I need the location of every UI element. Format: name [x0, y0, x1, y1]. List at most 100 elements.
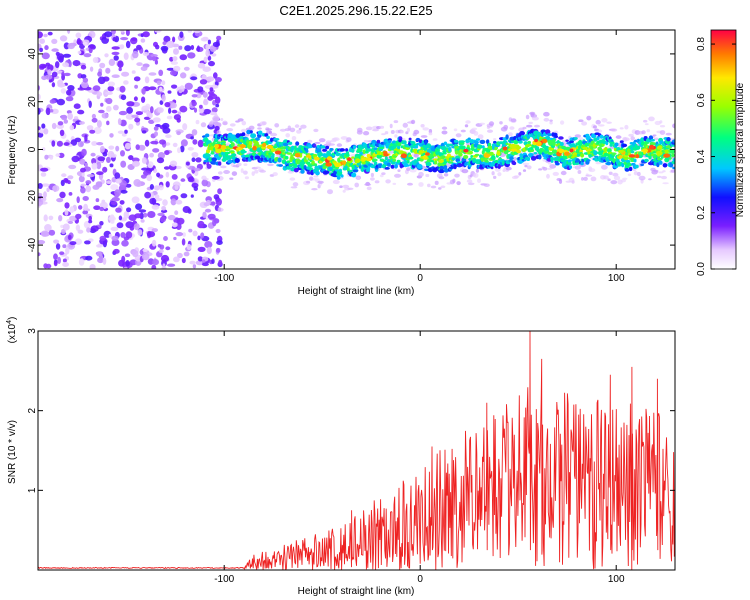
signal-halo	[615, 135, 622, 139]
noise-blob	[99, 206, 104, 212]
signal-blob	[459, 140, 466, 143]
signal-halo	[465, 120, 471, 124]
noise-blob	[193, 167, 201, 172]
signal-blob	[669, 149, 675, 154]
noise-blob	[142, 52, 150, 56]
signal-peak	[347, 157, 352, 161]
noise-blob	[89, 129, 96, 134]
noise-blob	[85, 255, 93, 261]
noise-blob	[205, 49, 210, 57]
signal-peak	[509, 143, 517, 149]
signal-halo	[364, 183, 372, 186]
noise-blob	[57, 256, 61, 264]
noise-blob	[82, 196, 89, 201]
signal-halo	[593, 125, 597, 129]
noise-blob	[77, 140, 84, 148]
noise-blob	[115, 207, 122, 213]
noise-blob	[141, 87, 146, 95]
spectrogram-panel: -100 0 100 -40 -20 0 20 40 Height of straight l…	[7, 29, 676, 297]
noise-blob	[215, 228, 221, 234]
signal-blob	[402, 140, 407, 145]
noise-blob	[72, 60, 81, 67]
noise-blob	[157, 244, 162, 248]
colorbar-tick-label: 0.8	[696, 37, 707, 51]
signal-blob	[490, 166, 494, 170]
noise-blob	[49, 109, 54, 113]
signal-halo	[405, 131, 409, 135]
signal-blob	[505, 142, 509, 146]
signal-halo	[332, 179, 340, 185]
noise-blob	[49, 99, 56, 104]
signal-halo	[418, 182, 424, 187]
noise-blob	[197, 220, 205, 229]
signal-blob	[371, 158, 378, 162]
colorbar-ticks: 0.0 0.2 0.4 0.6 0.8	[696, 37, 736, 276]
noise-blob	[80, 183, 87, 187]
noise-blob	[56, 70, 63, 75]
noise-blob	[187, 208, 192, 214]
signal-halo	[336, 143, 343, 147]
noise-blob	[41, 64, 47, 69]
noise-blob	[144, 139, 150, 147]
signal-halo	[460, 129, 466, 133]
signal-peak	[648, 144, 655, 150]
noise-blob	[57, 121, 64, 126]
noise-blob	[45, 62, 51, 67]
noise-blob	[55, 51, 60, 57]
noise-blob	[211, 53, 217, 57]
signal-peak	[628, 154, 636, 158]
noise-blob	[59, 35, 68, 42]
signal-halo	[547, 161, 552, 165]
signal-blob	[602, 140, 607, 145]
noise-blob	[98, 109, 105, 114]
signal-blob	[650, 138, 655, 142]
signal-blob	[643, 136, 648, 140]
noise-blob	[153, 126, 159, 131]
signal-halo	[422, 127, 430, 131]
noise-blob	[80, 74, 87, 79]
noise-blob	[136, 62, 143, 66]
signal-halo	[363, 139, 369, 143]
signal-blob	[322, 148, 328, 152]
signal-blob	[406, 159, 410, 164]
signal-halo	[528, 121, 533, 125]
y-tick-label: 20	[27, 96, 38, 108]
signal-halo	[601, 164, 608, 170]
noise-blob	[160, 254, 170, 263]
signal-halo	[222, 121, 228, 126]
signal-blob	[418, 139, 423, 144]
signal-halo	[226, 128, 234, 132]
signal-blob	[320, 145, 326, 149]
signal-peak	[262, 142, 267, 148]
noise-blob	[110, 201, 117, 206]
noise-blob	[110, 220, 115, 224]
noise-blob	[92, 57, 99, 63]
signal-blob	[603, 152, 609, 157]
signal-peak	[541, 138, 548, 144]
signal-halo	[365, 126, 373, 131]
noise-blob	[202, 211, 207, 219]
signal-halo	[243, 163, 248, 167]
signal-blob	[338, 168, 342, 173]
snr-line	[38, 331, 675, 570]
noise-blob	[152, 117, 161, 123]
signal-blob	[231, 153, 237, 157]
noise-blob	[157, 152, 165, 160]
noise-blob	[149, 184, 154, 190]
signal-halo	[560, 170, 567, 176]
noise-blob	[218, 259, 223, 266]
signal-halo	[318, 138, 326, 143]
signal-halo	[287, 170, 294, 174]
noise-blob	[200, 122, 207, 128]
noise-blob	[108, 58, 116, 66]
signal-blob	[527, 140, 531, 145]
signal-peak	[515, 146, 521, 150]
noise-blob	[202, 36, 209, 41]
snr-marks	[38, 331, 675, 570]
noise-blob	[65, 96, 74, 102]
noise-blob	[217, 188, 223, 195]
noise-blob	[171, 174, 178, 180]
noise-blob	[173, 48, 179, 55]
signal-blob	[599, 134, 604, 139]
signal-halo	[538, 168, 543, 171]
